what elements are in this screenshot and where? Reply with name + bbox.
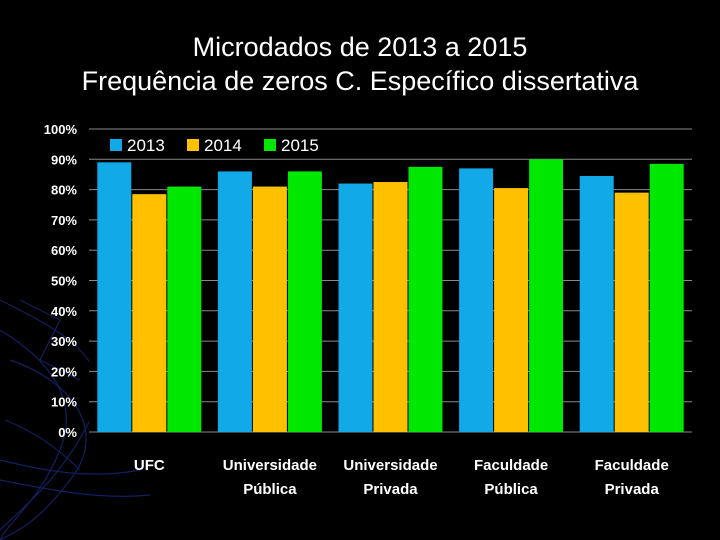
bar-2014 [494, 188, 529, 432]
legend-swatch-2013 [110, 139, 122, 151]
y-tick-label: 100% [44, 122, 78, 137]
bar-2013 [459, 168, 494, 432]
x-category-label: UFC [134, 457, 165, 474]
y-tick-label: 90% [51, 152, 77, 167]
bar-2014 [252, 186, 287, 432]
y-tick-label: 50% [51, 274, 77, 289]
bar-2013 [338, 183, 373, 432]
x-category-label: Privada [605, 481, 660, 498]
legend-label-2013: 2013 [127, 136, 165, 155]
legend-swatch-2015 [264, 139, 276, 151]
legend-label-2014: 2014 [204, 136, 242, 155]
y-tick-label: 70% [51, 213, 77, 228]
bar-2013 [579, 175, 614, 432]
legend-swatch-2014 [187, 139, 199, 151]
x-category-label: Pública [243, 481, 297, 498]
x-category-label: Faculdade [595, 457, 669, 474]
bar-2015 [649, 163, 684, 432]
bar-2014 [373, 182, 408, 432]
y-tick-label: 0% [58, 425, 77, 440]
y-tick-label: 30% [51, 334, 77, 349]
bar-2013 [217, 171, 252, 433]
bar-2014 [614, 192, 649, 432]
legend-label-2015: 2015 [281, 136, 319, 155]
y-tick-label: 80% [51, 183, 77, 198]
y-tick-label: 40% [51, 304, 77, 319]
y-tick-label: 20% [51, 364, 77, 379]
x-category-label: Pública [484, 481, 538, 498]
title-line-2: Frequência de zeros C. Específico disser… [81, 66, 639, 96]
bar-2014 [132, 194, 167, 432]
bar-2015 [529, 159, 564, 433]
y-tick-label: 10% [51, 395, 77, 410]
x-category-label: Universidade [223, 457, 317, 474]
bar-2013 [97, 162, 132, 432]
bar-2015 [167, 186, 202, 432]
y-tick-label: 60% [51, 243, 77, 258]
x-category-label: Privada [363, 481, 418, 498]
slide-title: Microdados de 2013 a 2015 Frequência de … [0, 30, 720, 98]
bar-2015 [287, 171, 322, 433]
title-line-1: Microdados de 2013 a 2015 [192, 32, 528, 62]
x-category-label: Universidade [343, 457, 437, 474]
x-category-label: Faculdade [474, 457, 548, 474]
bar-2015 [408, 166, 443, 432]
